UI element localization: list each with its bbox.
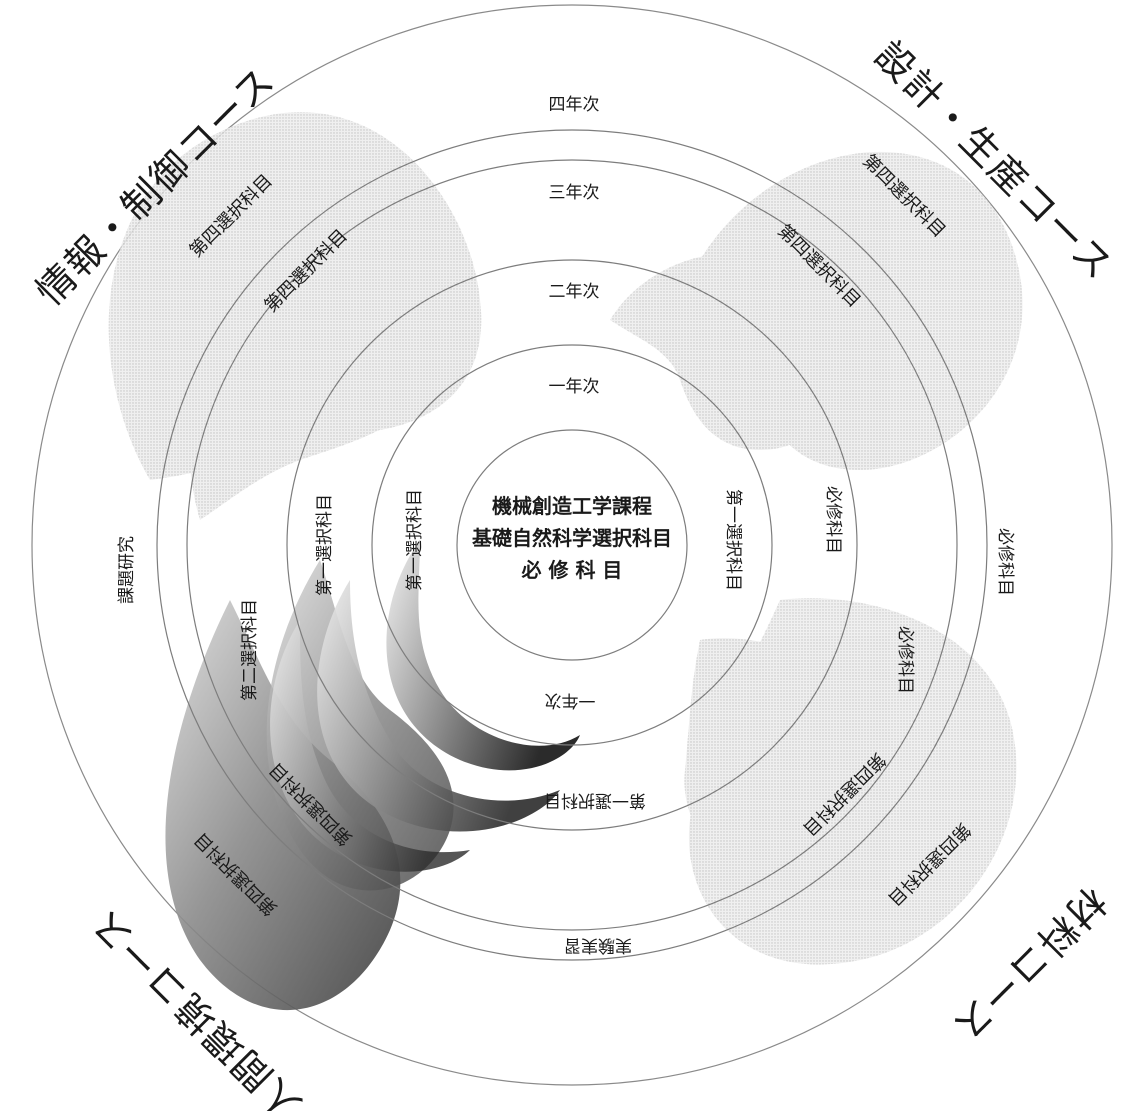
first-selection-left-outer: 第一選択科目 <box>315 494 335 596</box>
year-3-label: 三年次 <box>549 183 600 203</box>
year-1-label: 一年次 <box>549 377 600 397</box>
ring-year-4 <box>156 129 988 961</box>
year-1-bottom-label: 一年次 <box>545 690 596 710</box>
course-bottom-right: 材料コース <box>944 879 1115 1050</box>
second-selection-left: 第二選択科目 <box>240 599 260 701</box>
research-label: 課題研究 <box>117 536 137 604</box>
center-line-2: 基礎自然科学選択科目 <box>472 526 672 550</box>
center-disk <box>456 429 688 661</box>
outer-ring <box>31 4 1113 1086</box>
ring-year-2 <box>286 259 858 831</box>
petal-top-right <box>610 151 1023 470</box>
center-line-1: 機械創造工学課程 <box>492 494 652 518</box>
required-r3: 必修科目 <box>895 626 915 694</box>
first-selection-bottom: 第一選択科目 <box>544 790 646 810</box>
petal-bottom-right <box>684 598 1017 965</box>
practice-label: 実験実習 <box>564 935 632 955</box>
first-selection-left-inner: 第一選択科目 <box>405 489 425 591</box>
first-selection-right: 第一選択科目 <box>723 489 743 591</box>
required-r2: 必修科目 <box>995 528 1015 596</box>
ring-year-3 <box>186 159 958 931</box>
required-r1: 必修科目 <box>823 486 843 554</box>
year-2-label: 二年次 <box>549 282 600 302</box>
ring-year-1 <box>371 344 773 746</box>
center-line-3: 必 修 科 目 <box>521 558 623 582</box>
year-4-label: 四年次 <box>549 95 600 115</box>
swirl-group <box>270 540 580 872</box>
petal-top-left <box>108 112 482 520</box>
